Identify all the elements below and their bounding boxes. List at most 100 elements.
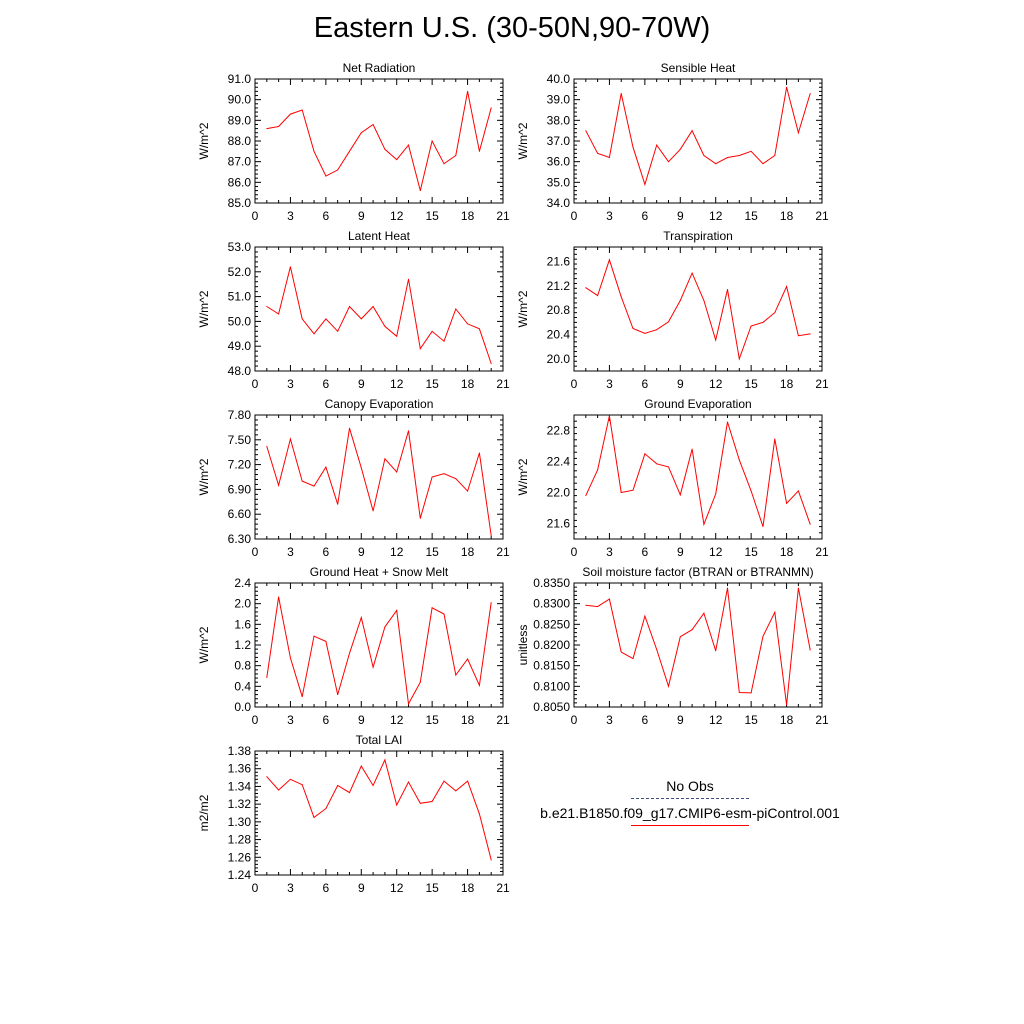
x-tick-label: 15 (425, 881, 439, 895)
data-point (679, 299, 681, 301)
y-axis-label: W/m^2 (516, 122, 530, 159)
data-point (467, 323, 469, 325)
data-point (360, 617, 362, 619)
data-point (384, 148, 386, 150)
data-point (644, 615, 646, 617)
y-tick-label: 6.90 (228, 482, 252, 496)
data-point (809, 92, 811, 94)
chart-title: Soil moisture factor (BTRAN or BTRANMN) (582, 565, 813, 579)
y-tick-label: 1.38 (228, 744, 252, 758)
data-point (632, 658, 634, 660)
data-point (337, 169, 339, 171)
x-tick-label: 21 (815, 377, 829, 391)
data-point (419, 348, 421, 350)
data-point (797, 335, 799, 337)
data-point (419, 802, 421, 804)
page-title: Eastern U.S. (30-50N,90-70W) (313, 12, 711, 44)
x-tick-label: 15 (744, 713, 758, 727)
data-point (703, 523, 705, 525)
x-tick-label: 21 (496, 377, 510, 391)
x-tick-label: 18 (780, 713, 794, 727)
y-tick-label: 0.8350 (533, 576, 570, 590)
data-point (786, 502, 788, 504)
y-tick-label: 0.4 (234, 679, 251, 693)
data-point (679, 494, 681, 496)
data-point (797, 132, 799, 134)
y-tick-label: 22.4 (547, 455, 571, 469)
data-point (667, 321, 669, 323)
data-point (431, 800, 433, 802)
data-point (703, 154, 705, 156)
y-tick-label: 86.0 (228, 175, 252, 189)
chart-panel-5: Canopy Evaporation W/m^2 0 3 6 9 12 15 18 21 6.30 6… (197, 397, 510, 559)
data-point (372, 666, 374, 668)
data-point (679, 148, 681, 150)
data-point (301, 784, 303, 786)
y-tick-label: 7.20 (228, 458, 252, 472)
x-tick-label: 12 (390, 545, 404, 559)
data-point (348, 652, 350, 654)
y-tick-label: 7.50 (228, 433, 252, 447)
data-point (467, 658, 469, 660)
data-point (325, 175, 327, 177)
data-point (325, 466, 327, 468)
x-tick-label: 12 (709, 713, 723, 727)
x-tick-label: 21 (496, 713, 510, 727)
data-point (597, 295, 599, 297)
data-point (632, 327, 634, 329)
chart-panel-3: Latent Heat W/m^2 0 3 6 9 12 15 18 21 48.0 49.0 50.0… (197, 229, 510, 391)
data-point (266, 677, 268, 679)
x-tick-label: 0 (252, 713, 259, 727)
data-point (715, 493, 717, 495)
x-tick-label: 21 (815, 713, 829, 727)
data-point (656, 144, 658, 146)
data-point (644, 453, 646, 455)
x-tick-label: 18 (461, 545, 475, 559)
x-tick-label: 3 (287, 377, 294, 391)
data-point (337, 785, 339, 787)
plot-frame (573, 414, 823, 540)
x-tick-label: 3 (606, 377, 613, 391)
x-tick-label: 3 (606, 713, 613, 727)
data-point (750, 150, 752, 152)
data-point (809, 333, 811, 335)
legend-model-line (631, 825, 749, 826)
data-point (608, 598, 610, 600)
x-tick-label: 0 (571, 713, 578, 727)
data-point (490, 602, 492, 604)
chart-panel-8: Soil moisture factor (BTRAN or BTRANMN) u… (516, 565, 829, 727)
x-tick-label: 15 (744, 545, 758, 559)
data-point (419, 517, 421, 519)
x-tick-label: 15 (425, 545, 439, 559)
data-point (278, 484, 280, 486)
y-tick-label: 20.8 (547, 303, 571, 317)
data-point (384, 626, 386, 628)
y-tick-label: 2.4 (234, 576, 251, 590)
data-point (278, 126, 280, 128)
data-point (278, 313, 280, 315)
chart-title: Net Radiation (343, 61, 416, 75)
x-tick-label: 0 (571, 545, 578, 559)
data-point (467, 490, 469, 492)
data-point (478, 150, 480, 152)
data-point (337, 694, 339, 696)
data-point (585, 287, 587, 289)
data-point (337, 330, 339, 332)
data-point (762, 163, 764, 165)
x-tick-label: 3 (287, 881, 294, 895)
x-tick-label: 6 (323, 545, 330, 559)
data-point (372, 306, 374, 308)
data-point (431, 330, 433, 332)
x-tick-label: 9 (358, 377, 365, 391)
data-point (408, 781, 410, 783)
chart-panel-1: Net Radiation W/m^2 0 3 6 9 12 15 18 21 85.0 86.0 87… (197, 61, 510, 223)
y-tick-label: 6.30 (228, 532, 252, 546)
y-tick-label: 38.0 (547, 113, 571, 127)
y-tick-label: 7.80 (228, 408, 252, 422)
y-tick-label: 51.0 (228, 290, 252, 304)
data-point (360, 765, 362, 767)
data-point (325, 318, 327, 320)
data-point (667, 685, 669, 687)
data-point (620, 92, 622, 94)
